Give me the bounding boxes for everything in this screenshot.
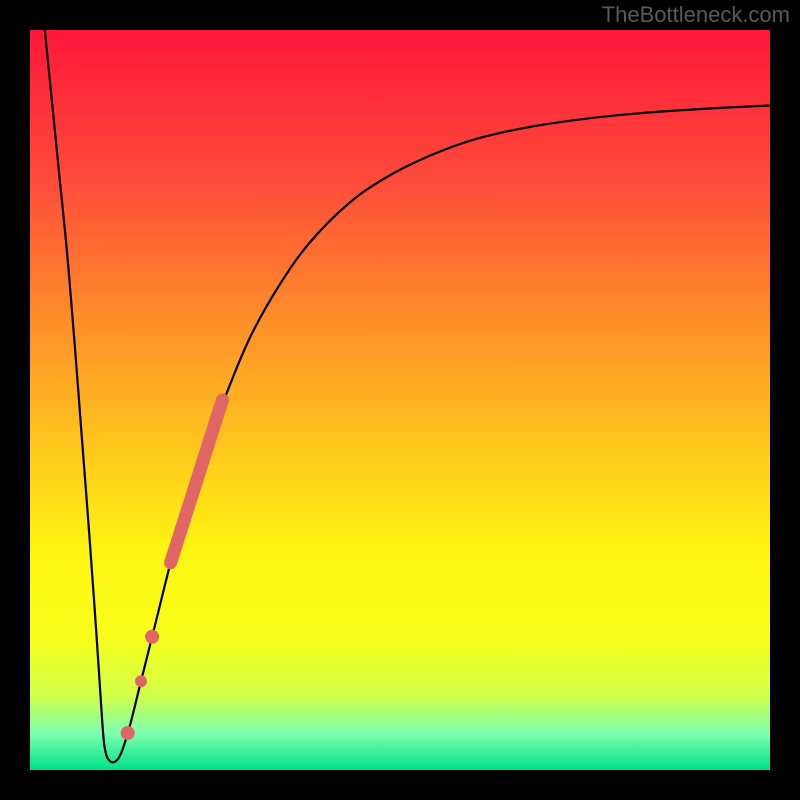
marker-dot-2 [121,726,135,740]
chart-background-gradient [30,30,770,770]
chart-plot-area [30,30,770,770]
marker-dot-1 [135,675,147,687]
watermark-text: TheBottleneck.com [602,2,790,28]
chart-svg [30,30,770,770]
marker-dot-0 [145,630,159,644]
